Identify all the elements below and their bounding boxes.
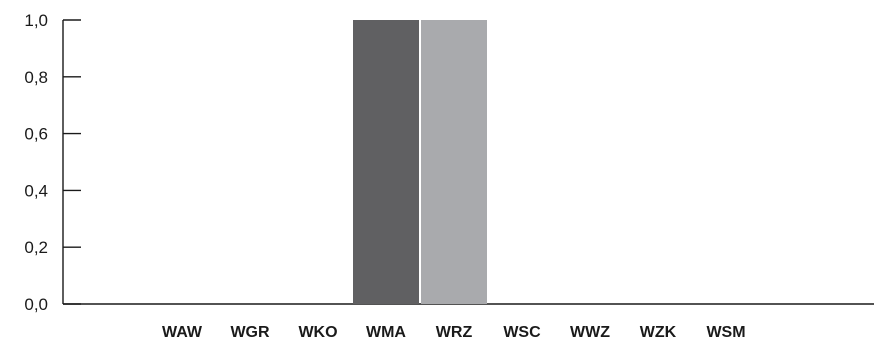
x-tick-label-wrz: WRZ: [436, 324, 473, 341]
y-tick-label: 0,2: [24, 238, 48, 257]
x-tick-label-wsm: WSM: [706, 324, 745, 341]
x-tick-label-wzk: WZK: [640, 324, 677, 341]
y-tick-label: 0,0: [24, 295, 48, 314]
x-tick-label-waw: WAW: [162, 324, 203, 341]
bars: [353, 20, 487, 304]
bar-wma: [353, 20, 419, 304]
y-tick-label: 0,8: [24, 68, 48, 87]
x-tick-labels: WAW WGR WKO WMA WRZ WSC WWZ WZK WSM: [162, 324, 746, 341]
y-tick-label: 1,0: [24, 11, 48, 30]
x-tick-label-wko: WKO: [298, 324, 337, 341]
x-tick-label-wma: WMA: [366, 324, 406, 341]
x-tick-label-wsc: WSC: [503, 324, 541, 341]
y-tick-label: 0,4: [24, 181, 48, 200]
x-tick-label-wgr: WGR: [230, 324, 270, 341]
x-tick-label-wwz: WWZ: [570, 324, 610, 341]
bar-wrz: [421, 20, 487, 304]
y-tick-label: 0,6: [24, 125, 48, 144]
y-tick-labels: 0,0 0,2 0,4 0,6 0,8 1,0: [24, 11, 48, 314]
